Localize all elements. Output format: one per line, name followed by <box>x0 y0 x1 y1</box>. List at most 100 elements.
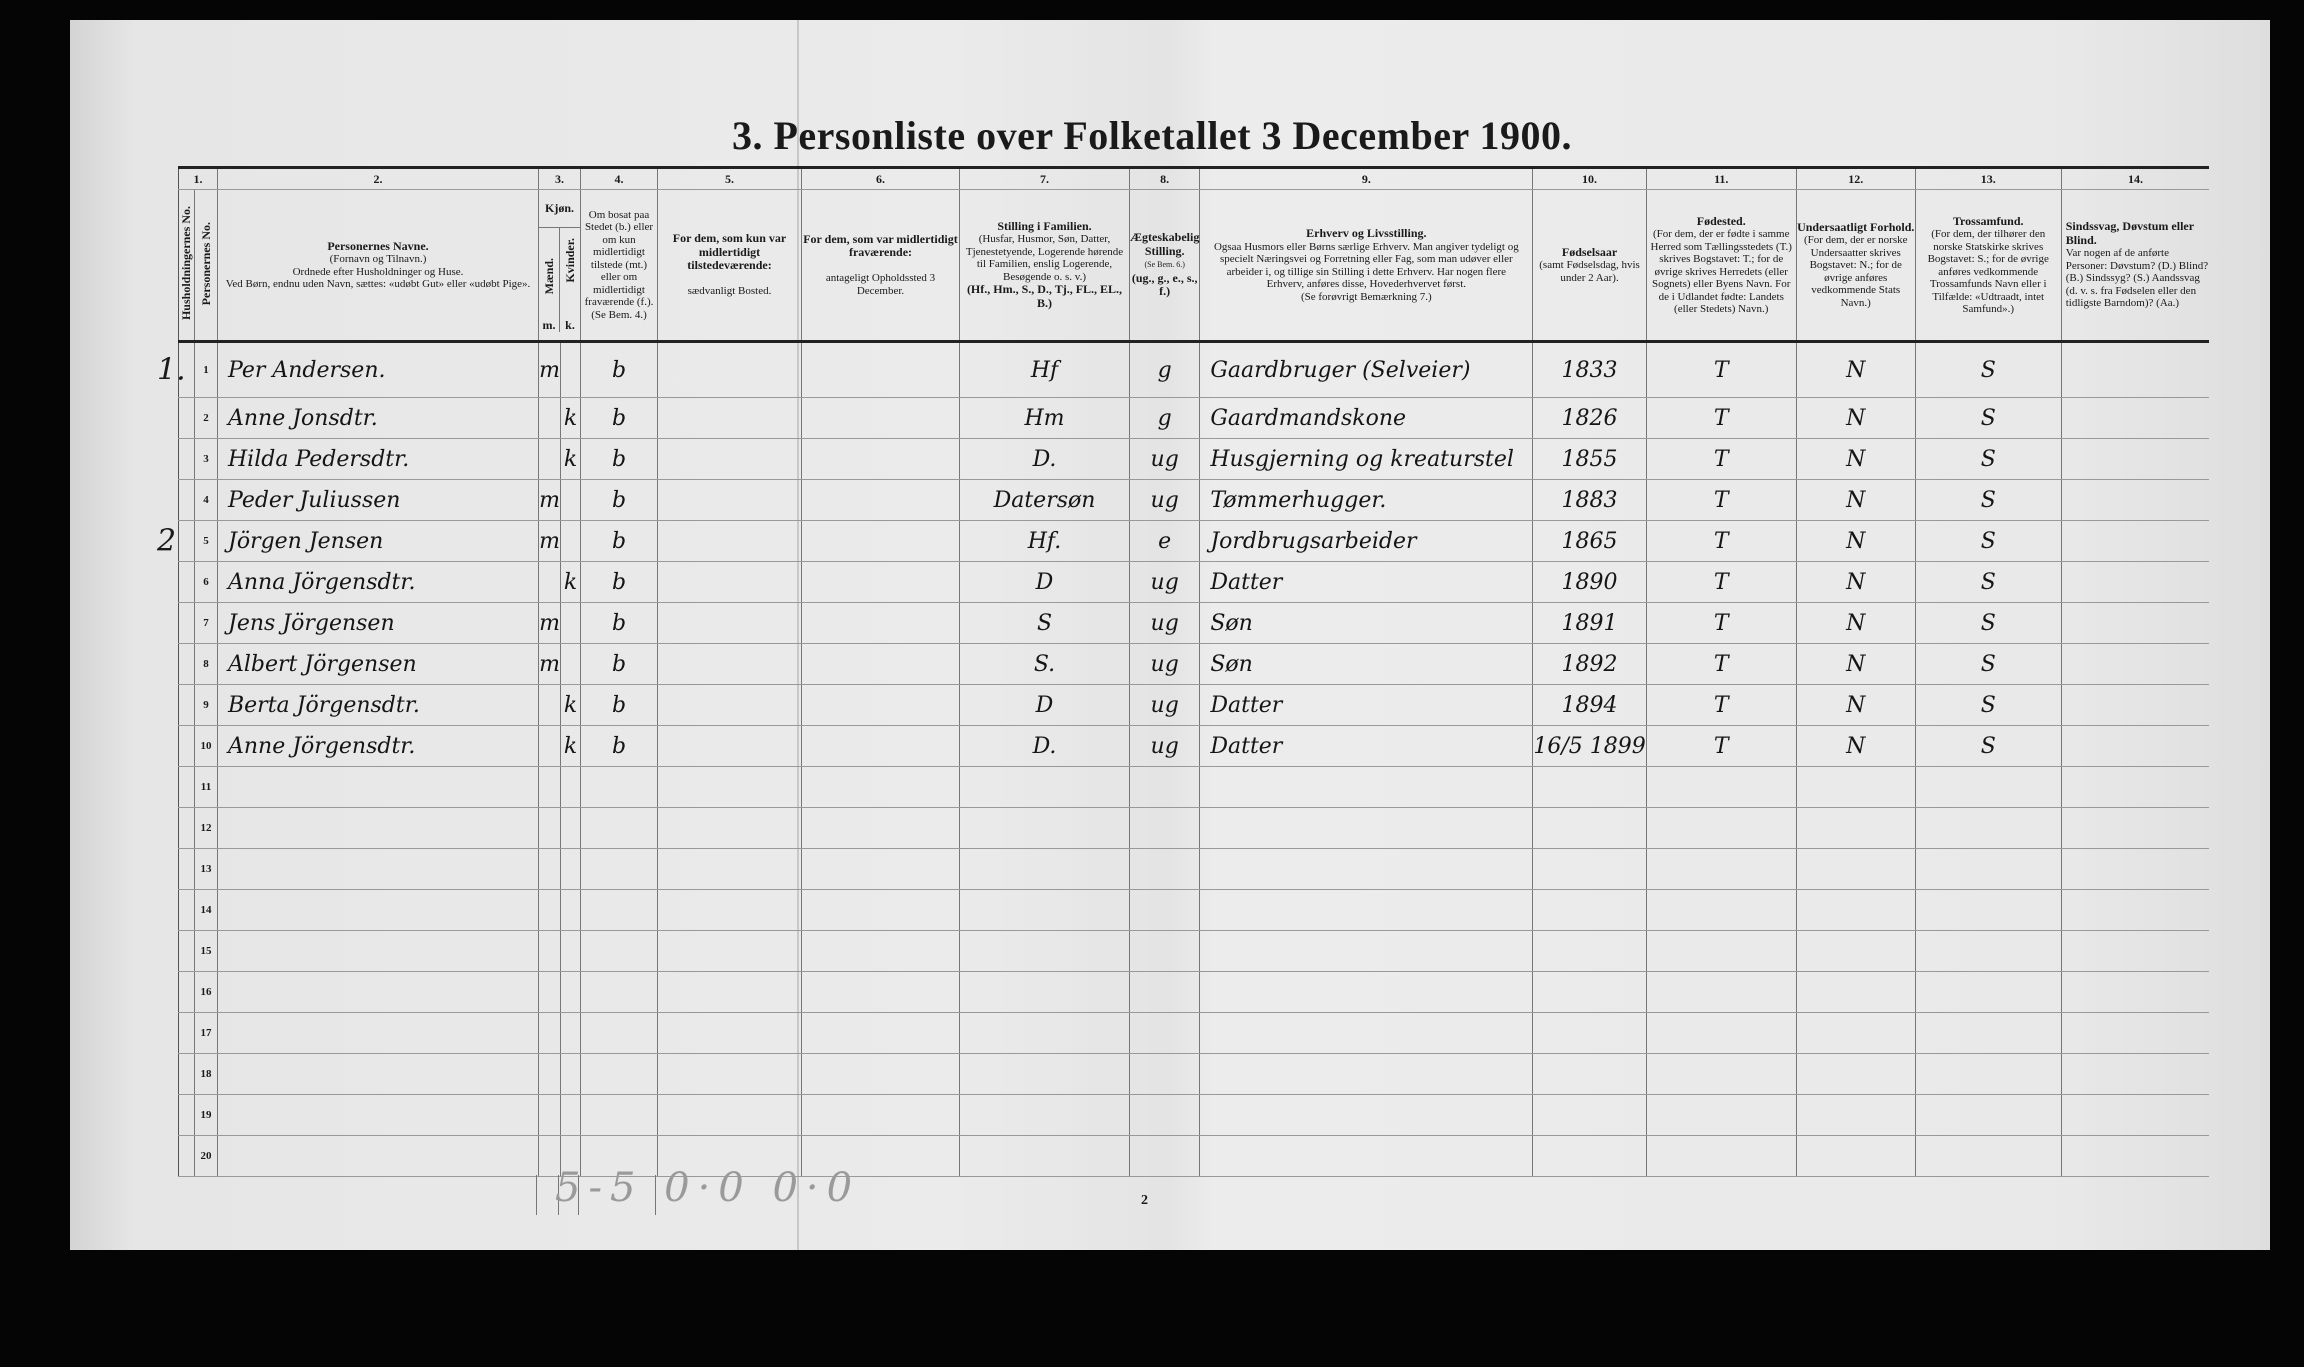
sex-female: k <box>563 446 578 472</box>
religion: S <box>1980 692 1996 718</box>
birth-year-cell <box>1532 766 1647 808</box>
person-row: 3 Hilda Pedersdtr. k b D. ug Husgjerning og kr… <box>178 438 2210 480</box>
person-row: 17 <box>178 1012 2210 1054</box>
temporary-location-cell <box>801 848 960 890</box>
disability-cell <box>2060 725 2210 767</box>
citizenship-cell: N <box>1795 479 1916 521</box>
citizenship-cell: N <box>1795 341 1916 398</box>
person-name: Anne Jörgensdtr. <box>228 733 416 759</box>
occupation-cell: Gaardbruger (Selveier) <box>1199 341 1533 398</box>
temporary-location-cell <box>801 341 960 398</box>
header-occupation: Erhverv og Livsstilling. Ogsaa Husmors el… <box>1199 189 1533 343</box>
person-number: 18 <box>200 1068 212 1080</box>
col-num-3: 3. <box>538 167 581 190</box>
residence-status: b <box>611 528 627 554</box>
person-name-cell: Peder Juliussen <box>217 479 539 521</box>
religion-cell: S <box>1914 479 2062 521</box>
religion-cell: S <box>1914 725 2062 767</box>
person-name-cell: Anne Jörgensdtr. <box>217 725 539 767</box>
marital-status-cell: ug <box>1128 602 1200 644</box>
family-position-cell <box>959 1012 1130 1054</box>
person-row: 14 <box>178 889 2210 931</box>
marital-status-cell <box>1128 889 1200 931</box>
citizenship: N <box>1846 487 1866 513</box>
marital-status: ug <box>1150 733 1179 759</box>
occupation-cell <box>1199 1094 1533 1136</box>
religion: S <box>1980 446 1996 472</box>
temporary-location-cell <box>801 807 960 849</box>
sex-male-cell: m <box>538 520 561 562</box>
temporary-location-cell <box>801 397 960 439</box>
person-row: 12 <box>178 807 2210 849</box>
occupation-cell: Datter <box>1199 684 1533 726</box>
occupation-cell: Datter <box>1199 561 1533 603</box>
col-num-8: 8. <box>1128 167 1200 190</box>
person-number: 14 <box>200 904 212 916</box>
household-number-cell <box>178 1135 195 1177</box>
person-name-cell <box>217 807 539 849</box>
citizenship-cell: N <box>1795 602 1916 644</box>
birth-year-cell: 1883 <box>1532 479 1647 521</box>
person-name-cell: Albert Jörgensen <box>217 643 539 685</box>
birthplace: T <box>1713 610 1729 636</box>
residence-status-cell <box>580 889 658 931</box>
sex-male-cell <box>538 889 561 931</box>
religion: S <box>1980 610 1996 636</box>
occupation-cell: Gaardmandskone <box>1199 397 1533 439</box>
sex-female-cell <box>560 971 581 1013</box>
residence-status-cell: b <box>580 643 658 685</box>
birth-year-cell <box>1532 848 1647 890</box>
person-row: 2 5 Jörgen Jensen m b Hf. e Jordbrugsarbeider 18… <box>157 520 2210 562</box>
birth-year-cell <box>1532 889 1647 931</box>
person-name: Anne Jonsdtr. <box>228 405 378 431</box>
sex-female-cell <box>560 766 581 808</box>
family-position-cell: Hf. <box>959 520 1130 562</box>
usual-residence-cell <box>657 438 802 480</box>
usual-residence-cell <box>657 1012 802 1054</box>
col-num-6: 6. <box>801 167 960 190</box>
citizenship-cell <box>1795 1135 1916 1177</box>
marital-status-cell: ug <box>1128 725 1200 767</box>
residence-status: b <box>611 357 627 383</box>
religion-cell <box>1914 930 2062 972</box>
person-row: 19 <box>178 1094 2210 1136</box>
usual-residence-cell <box>657 1135 802 1177</box>
person-name-cell <box>217 889 539 931</box>
occupation: Søn <box>1210 610 1253 636</box>
marital-status: ug <box>1150 446 1179 472</box>
person-number-cell: 11 <box>194 766 218 808</box>
household-number-cell: 1. <box>157 341 195 398</box>
family-position: Datersøn <box>993 487 1096 513</box>
household-number-cell <box>178 766 195 808</box>
family-position: D <box>1035 692 1054 718</box>
sex-male: m <box>539 651 560 677</box>
religion-cell <box>1914 1012 2062 1054</box>
person-number: 9 <box>203 699 209 711</box>
person-number: 13 <box>200 863 212 875</box>
occupation-cell: Søn <box>1199 643 1533 685</box>
sex-male-cell: m <box>538 341 561 398</box>
family-position: S <box>1036 610 1053 636</box>
temporary-location-cell <box>801 520 960 562</box>
sex-female-cell <box>560 848 581 890</box>
disability-cell <box>2060 848 2210 890</box>
religion-cell: S <box>1914 341 2062 398</box>
page-number: 2 <box>1141 1193 1148 1208</box>
person-number-cell: 20 <box>194 1135 218 1177</box>
sex-female-cell <box>560 1094 581 1136</box>
household-number-cell <box>178 889 195 931</box>
residence-status-cell: b <box>580 438 658 480</box>
person-name-cell: Per Andersen. <box>217 341 539 398</box>
disability-cell <box>2060 971 2210 1013</box>
person-number-cell: 9 <box>194 684 218 726</box>
family-position-cell <box>959 848 1130 890</box>
person-name-cell: Jens Jörgensen <box>217 602 539 644</box>
birthplace: T <box>1713 569 1729 595</box>
citizenship-cell: N <box>1795 397 1916 439</box>
marital-status-cell: g <box>1128 341 1200 398</box>
family-position-cell <box>959 1135 1130 1177</box>
birth-year-cell <box>1532 930 1647 972</box>
marital-status: ug <box>1150 569 1179 595</box>
